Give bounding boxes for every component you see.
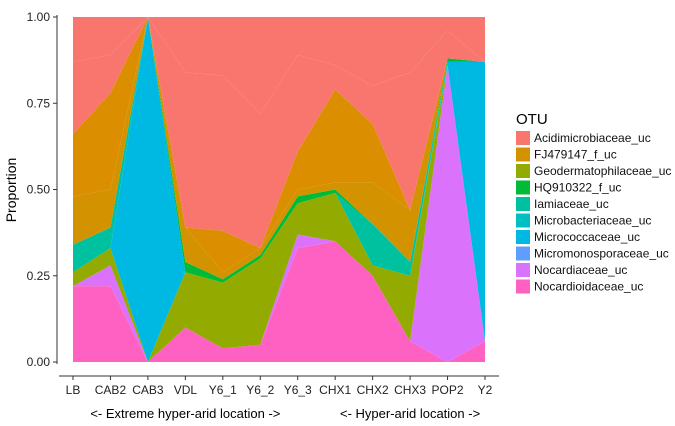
legend-entry: Microbacteriaceae_uc [534, 214, 651, 228]
legend-entry: Micrococcaceae_uc [534, 230, 640, 244]
legend-swatch [516, 279, 530, 294]
y-tick-label: 0.00 [27, 355, 51, 369]
x-tick-label: CHX2 [357, 383, 389, 397]
legend: OTU Acidimicrobiaceae_uc FJ479147_f_uc Geo… [516, 111, 671, 294]
location-label: <- Hyper-arid location -> [340, 406, 480, 421]
legend-entry: Micromonosporaceae_uc [534, 247, 669, 261]
legend-swatch [516, 197, 530, 211]
legend-swatch [516, 230, 530, 244]
y-tick-label: 0.75 [27, 96, 51, 110]
area-hq910322-f-uc [73, 17, 485, 280]
area-nocardiaceae-uc [73, 65, 485, 363]
x-axis: LB CAB2 CAB3 VDL Y6_1 Y6_2 Y6_3 CHX1 CHX2 CHX3 POP… [59, 375, 499, 397]
location-labels: <- Extreme hyper-arid location -> <- Hype… [90, 406, 480, 421]
legend-entry: Geodermatophilaceae_uc [534, 164, 671, 178]
x-tick-label: CAB2 [95, 383, 127, 397]
x-tick-label: CAB3 [132, 383, 164, 397]
x-tick-label: VDL [174, 383, 198, 397]
legend-title: OTU [516, 111, 548, 128]
legend-swatch [516, 180, 530, 195]
x-tick-label: Y6_3 [284, 383, 312, 397]
legend-entry: Iamiaceae_uc [534, 197, 609, 211]
y-tick-label: 0.50 [27, 183, 51, 197]
x-tick-label: Y6_1 [209, 383, 237, 397]
x-tick-label: Y6_2 [246, 383, 274, 397]
legend-entry: Nocardioidaceae_uc [534, 280, 643, 294]
area-fj479147-f-uc [73, 17, 485, 249]
x-tick-label: CHX3 [394, 383, 426, 397]
x-tick-label: LB [66, 383, 81, 397]
location-label: <- Extreme hyper-arid location -> [90, 406, 280, 421]
area-acidimicrobiaceae-uc [73, 17, 485, 114]
legend-swatch [516, 131, 530, 145]
area-nocardioidaceae-uc [73, 241, 485, 362]
y-tick-label: 0.25 [27, 269, 51, 283]
area-iamiaceae-uc [73, 17, 485, 283]
y-axis: 0.00 0.25 0.50 0.75 1.00 [27, 10, 58, 369]
legend-swatch [516, 213, 530, 228]
legend-entry: Acidimicrobiaceae_uc [534, 131, 651, 145]
x-tick-label: POP2 [432, 383, 464, 397]
legend-swatch [516, 147, 530, 162]
legend-entry: FJ479147_f_uc [534, 148, 617, 162]
y-tick-label: 1.00 [27, 10, 51, 24]
legend-swatch [516, 164, 530, 178]
legend-swatch [516, 246, 530, 261]
x-tick-label: Y2 [478, 383, 493, 397]
area-micrococcaceae-uc [73, 17, 485, 362]
legend-swatch [516, 263, 530, 277]
area-layers [73, 17, 485, 363]
legend-entry: HQ910322_f_uc [534, 181, 621, 195]
x-tick-label: CHX1 [319, 383, 351, 397]
y-axis-label: Proportion [3, 158, 19, 223]
area-micromonosporaceae-uc [73, 65, 485, 363]
legend-entry: Nocardiaceae_uc [534, 263, 627, 277]
